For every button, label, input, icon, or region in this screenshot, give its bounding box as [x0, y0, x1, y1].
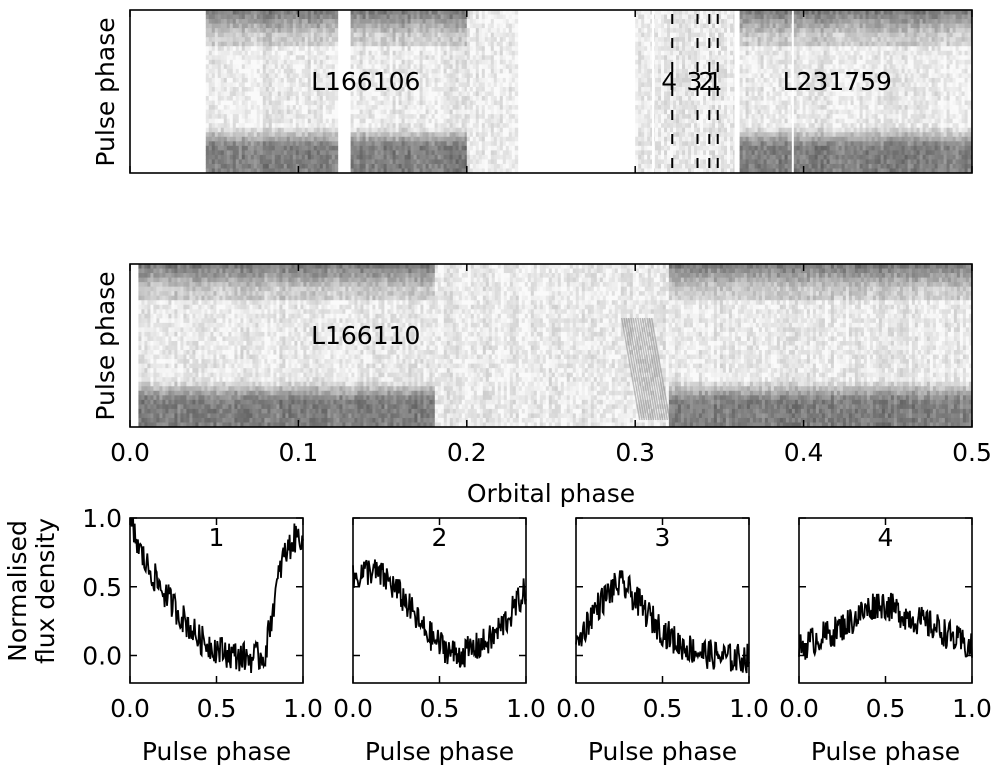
profile-4-x-axis-label: Pulse phase — [811, 737, 960, 766]
profile-4-x-tick-label-0: 0.0 — [779, 694, 819, 723]
profile-3-x-tick-label-0: 0.0 — [556, 694, 596, 723]
middle-eclipse-streaks — [620, 317, 671, 421]
middle-plot-frame — [129, 263, 973, 428]
top-data-gap-1 — [734, 10, 737, 173]
observation-label-L166110: L166110 — [311, 321, 420, 350]
orbital-phase-tick-label-1: 0.1 — [279, 438, 319, 467]
profile-3-x-tick-label-1: 0.5 — [643, 694, 683, 723]
observation-label-L231759: L231759 — [783, 67, 892, 96]
profile-y-tick-label-1: 0.5 — [82, 573, 122, 602]
profile-1-x-axis-label: Pulse phase — [142, 737, 291, 766]
profile-marker-label-4: 4 — [661, 67, 677, 96]
top-data-segment-1 — [350, 10, 469, 173]
profile-y-axis-label-line1: Normalised — [3, 520, 32, 662]
profile-marker-label-3: 3 — [687, 67, 703, 96]
profile-1-x-tick-label-0: 0.0 — [110, 694, 150, 723]
profile-4-x-tick-label-2: 1.0 — [952, 694, 992, 723]
middle-x-ticks: 0.0 0.1 0.2 0.3 0.4 0.5 — [110, 264, 992, 467]
profile-title-4: 4 — [878, 523, 894, 552]
profile-1-x-tick-label-1: 0.5 — [197, 694, 237, 723]
middle-heatmap-panel: L166110 0.0 0.1 0.2 0.3 0.4 0.5 Pulse phase O… — [91, 263, 992, 508]
profile-title-1: 1 — [209, 523, 225, 552]
profile-panel-1: 1 0.0 0.5 1.0 1.0 0.5 0.0 Pulse phase — [82, 504, 323, 766]
orbital-phase-tick-label-0: 0.0 — [110, 438, 150, 467]
profile-panel-2: 2 0.0 0.5 1.0 Pulse phase — [333, 517, 546, 766]
profile-y-tick-label-2: 0.0 — [82, 642, 122, 671]
pulse-profile-panels: 1 0.0 0.5 1.0 1.0 0.5 0.0 Pulse phase 2 0.0 0.5 1.0… — [82, 504, 992, 766]
top-x-ticks — [129, 10, 973, 173]
profile-2-x-tick-label-2: 1.0 — [506, 694, 546, 723]
middle-data-pre-eclipse — [138, 264, 436, 427]
profile-1-x-tick-label-2: 1.0 — [283, 694, 323, 723]
profile-4-x-tick-label-1: 0.5 — [866, 694, 906, 723]
profile-3-x-tick-label-2: 1.0 — [729, 694, 769, 723]
top-profile-markers: 4 321 — [661, 14, 723, 170]
profile-line-3 — [575, 570, 750, 674]
top-data-segment-2 — [466, 10, 519, 173]
orbital-phase-tick-label-5: 0.5 — [952, 438, 992, 467]
orbital-phase-x-label: Orbital phase — [467, 479, 635, 508]
middle-heatmap-image — [138, 264, 972, 427]
profile-y-tick-label-0: 1.0 — [82, 504, 122, 533]
profile-2-x-tick-label-0: 0.0 — [333, 694, 373, 723]
profile-marker-label-2: 2 — [698, 67, 714, 96]
top-data-segment-0 — [205, 10, 339, 173]
profile-2-x-axis-label: Pulse phase — [365, 737, 514, 766]
profile-panel-3: 3 0.0 0.5 1.0 Pulse phase — [556, 517, 769, 766]
orbital-phase-tick-label-3: 0.3 — [615, 438, 655, 467]
profile-panel-4: 4 0.0 0.5 1.0 Pulse phase — [779, 517, 992, 766]
middle-y-axis-label: Pulse phase — [91, 271, 120, 420]
top-data-gap-0 — [652, 10, 655, 173]
top-plot-frame — [129, 9, 973, 174]
top-observation-labels: L166106 L231759 — [311, 67, 892, 96]
middle-data-post-eclipse — [668, 264, 972, 427]
middle-data-eclipse — [434, 264, 673, 427]
profile-line-2 — [352, 559, 527, 668]
profile-title-2: 2 — [432, 523, 448, 552]
profile-2-x-tick-label-1: 0.5 — [420, 694, 460, 723]
profile-title-3: 3 — [655, 523, 671, 552]
top-y-axis-label: Pulse phase — [91, 17, 120, 166]
profile-y-axis-label-line2: flux density — [31, 518, 60, 664]
observation-label-L166106: L166106 — [311, 67, 420, 96]
top-heatmap-panel: 4 321 L166106 L231759 Pulse phase — [91, 9, 973, 174]
orbital-phase-tick-label-4: 0.4 — [784, 438, 824, 467]
orbital-phase-tick-label-2: 0.2 — [447, 438, 487, 467]
top-data-segment-3 — [635, 10, 654, 173]
middle-observation-label: L166110 — [311, 321, 420, 350]
profile-3-x-axis-label: Pulse phase — [588, 737, 737, 766]
top-data-gap-2 — [791, 10, 794, 173]
profile-marker-label-1: 1 — [707, 67, 723, 96]
profile-line-1 — [129, 517, 304, 673]
profile-line-4 — [798, 592, 973, 660]
